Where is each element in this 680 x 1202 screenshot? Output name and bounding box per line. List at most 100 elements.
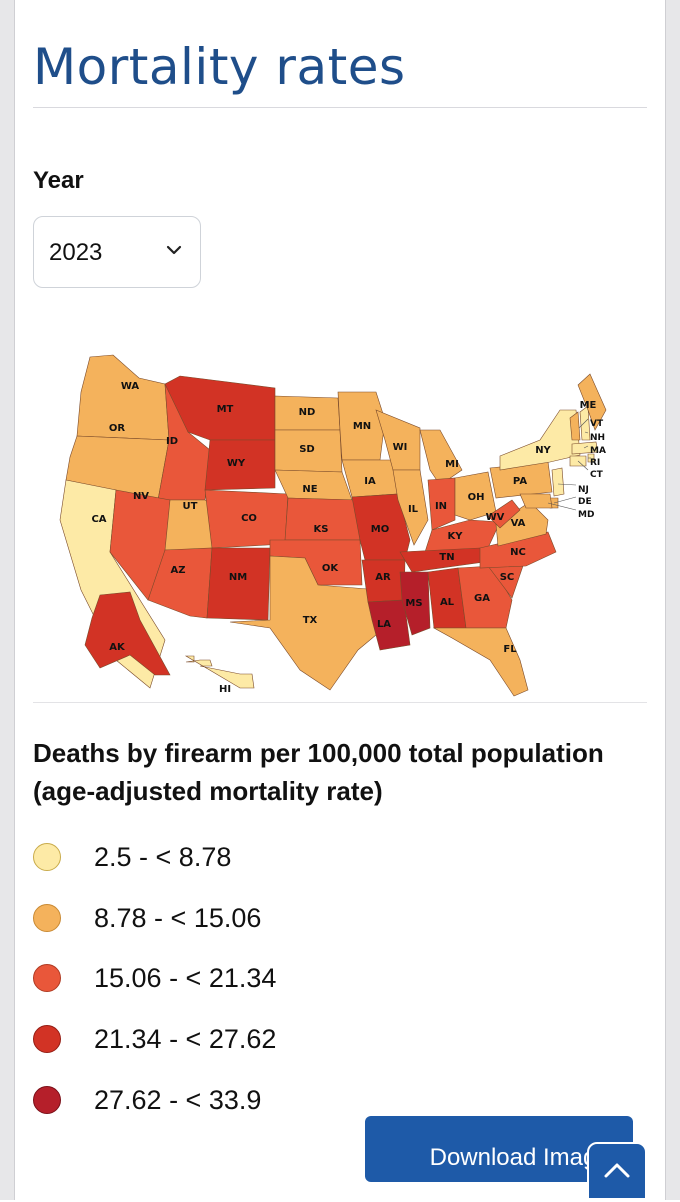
state-label-tn: TN: [439, 552, 454, 563]
state-label-mi: MI: [445, 459, 459, 470]
legend-item: 21.34 - < 27.62: [33, 1021, 276, 1057]
state-label-ut: UT: [183, 501, 198, 512]
state-wy[interactable]: [204, 439, 276, 491]
state-label-ga: GA: [474, 593, 490, 604]
state-in[interactable]: [427, 477, 456, 531]
legend-label: 8.78 - < 15.06: [94, 902, 262, 933]
state-label-la: LA: [377, 619, 391, 630]
state-ak[interactable]: [84, 591, 171, 676]
state-label-ms: MS: [405, 598, 422, 609]
right-frame: [665, 0, 680, 1200]
state-label-wv: WV: [486, 512, 505, 523]
state-label-az: AZ: [171, 565, 186, 576]
state-va[interactable]: [495, 501, 549, 547]
state-ny[interactable]: [499, 409, 581, 471]
legend-item: 15.06 - < 21.34: [33, 960, 276, 996]
state-label-ne: NE: [302, 484, 317, 495]
state-label-ky: KY: [448, 531, 464, 542]
state-ms[interactable]: [399, 571, 431, 636]
state-hi[interactable]: [184, 655, 255, 689]
state-label-md: MD: [578, 510, 594, 520]
state-label-nj: NJ: [578, 485, 589, 495]
state-label-sc: SC: [500, 572, 515, 583]
year-select-value: 2023: [49, 239, 103, 266]
state-label-oh: OH: [468, 492, 485, 503]
state-md[interactable]: [519, 493, 553, 509]
state-nm[interactable]: [206, 547, 271, 621]
state-leader-line: [557, 483, 577, 486]
state-leader-line: [553, 496, 577, 504]
state-label-nd: ND: [299, 407, 316, 418]
state-label-ma: MA: [590, 446, 606, 456]
legend-label: 21.34 - < 27.62: [94, 1023, 277, 1054]
legend-swatch-0: [33, 843, 61, 871]
state-label-wy: WY: [227, 458, 246, 469]
state-label-tx: TX: [303, 615, 318, 626]
state-label-al: AL: [440, 597, 455, 608]
state-label-de: DE: [578, 497, 592, 507]
state-label-ok: OK: [322, 563, 340, 574]
state-label-ks: KS: [314, 524, 329, 535]
state-me[interactable]: [577, 373, 607, 431]
legend-item: 2.5 - < 8.78: [33, 839, 231, 875]
state-label-ct: CT: [590, 470, 604, 480]
title-divider: [33, 107, 647, 108]
legend-panel: [33, 702, 647, 1201]
legend-swatch-4: [33, 1086, 61, 1114]
state-label-nm: NM: [229, 572, 247, 583]
state-label-id: ID: [166, 436, 178, 447]
state-label-wa: WA: [121, 381, 140, 392]
state-leader-line: [578, 418, 589, 429]
legend-swatch-1: [33, 904, 61, 932]
legend-item: 8.78 - < 15.06: [33, 900, 261, 936]
state-label-vt: VT: [590, 419, 604, 429]
state-label-il: IL: [408, 504, 419, 515]
state-oh[interactable]: [454, 471, 497, 521]
legend-label: 2.5 - < 8.78: [94, 841, 232, 872]
state-la[interactable]: [367, 599, 411, 651]
state-nj[interactable]: [551, 467, 565, 497]
left-frame: [0, 0, 15, 1200]
state-label-ny: NY: [535, 445, 551, 456]
chevron-down-icon: [166, 245, 182, 255]
state-label-in: IN: [435, 501, 447, 512]
year-select[interactable]: 2023: [33, 216, 201, 288]
state-label-me: ME: [580, 400, 597, 411]
state-leader-line: [583, 445, 589, 449]
state-label-wi: WI: [393, 442, 408, 453]
state-label-va: VA: [511, 518, 526, 529]
state-label-co: CO: [241, 513, 257, 524]
scroll-to-top-button[interactable]: [587, 1142, 647, 1200]
state-il[interactable]: [392, 469, 429, 546]
us-choropleth-map: WA OR CA ID NV UT AZ MT WY CO NM ND SD NE KS OK TX MN IA MO…: [59, 354, 607, 697]
legend-label: 27.62 - < 33.9: [94, 1084, 262, 1115]
state-label-mt: MT: [217, 404, 234, 415]
state-tx[interactable]: [229, 555, 389, 691]
state-leader-line: [547, 502, 577, 511]
state-label-pa: PA: [513, 476, 527, 487]
state-ky[interactable]: [424, 519, 501, 553]
state-nh[interactable]: [579, 405, 591, 441]
state-label-ri: RI: [590, 458, 600, 468]
page-title: Mortality rates: [33, 38, 406, 96]
state-fl[interactable]: [432, 627, 529, 697]
state-label-mo: MO: [371, 524, 389, 535]
state-label-hi: HI: [219, 684, 231, 695]
legend-title: Deaths by firearm per 100,000 total popu…: [33, 738, 604, 806]
state-label-nv: NV: [133, 491, 149, 502]
state-mi[interactable]: [419, 429, 463, 486]
legend-swatch-2: [33, 964, 61, 992]
state-vt[interactable]: [569, 411, 581, 441]
state-label-ca: CA: [91, 514, 106, 525]
legend-item: 27.62 - < 33.9: [33, 1082, 261, 1118]
state-label-mn: MN: [353, 421, 371, 432]
state-leader-line: [584, 431, 589, 434]
state-label-sd: SD: [299, 444, 315, 455]
state-label-ak: AK: [109, 642, 126, 653]
legend-label: 15.06 - < 21.34: [94, 962, 277, 993]
state-leader-line: [577, 460, 589, 471]
state-wv[interactable]: [487, 499, 521, 529]
year-label: Year: [33, 167, 84, 194]
state-ma[interactable]: [571, 441, 599, 455]
state-label-or: OR: [109, 423, 126, 434]
